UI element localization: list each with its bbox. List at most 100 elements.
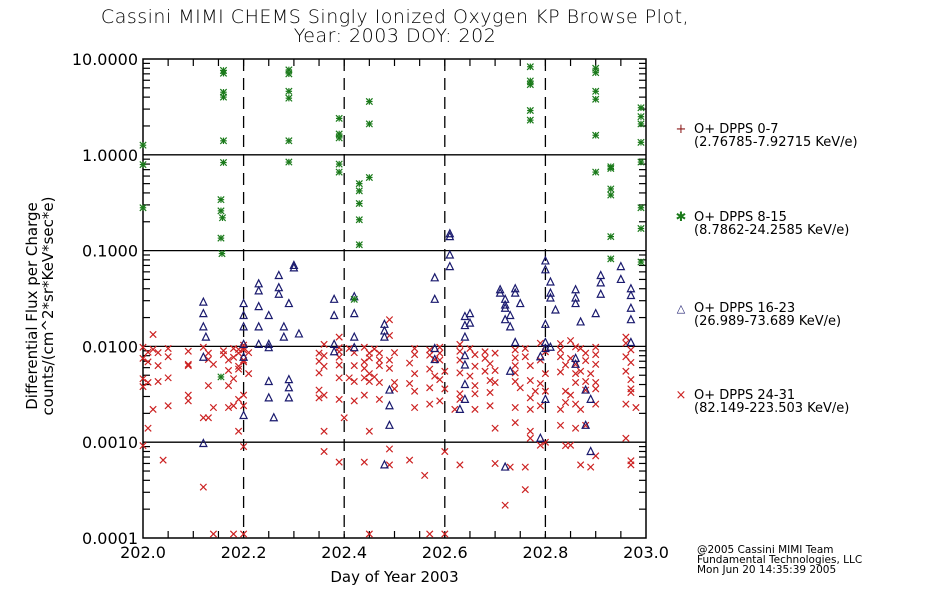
data-point [521,463,529,471]
data-point [441,367,449,375]
data-point [345,374,353,382]
data-point [626,314,636,324]
data-point [586,394,596,403]
data-point [360,391,368,399]
data-point [405,456,414,464]
data-point [626,290,636,300]
data-point [335,134,343,142]
data-point [139,141,147,149]
data-point [592,69,600,77]
data-point [627,375,635,384]
data-point [329,293,339,303]
data-point [139,354,147,362]
data-point [495,284,505,294]
data-point [385,445,394,453]
data-point [204,414,213,422]
data-point [410,351,419,359]
data-point [511,419,519,427]
data-point [239,402,248,410]
data-point [198,438,208,448]
data-point [571,343,580,351]
data-point [204,349,213,357]
data-point [217,373,225,381]
data-point [531,387,539,395]
legend-series-name: O+ DPPS 0-7 [694,122,779,137]
data-point [365,97,373,106]
data-point [217,234,225,242]
data-point [284,374,294,384]
x-tick-label: 203.0 [623,543,669,562]
data-point [199,483,207,491]
data-point [540,255,550,265]
data-point [217,207,225,215]
data-point [622,333,630,341]
data-point [350,361,358,370]
credits-copyright: @2005 Cassini MIMI Team [697,544,834,556]
data-point [320,362,328,370]
data-point [622,367,630,375]
data-point [164,374,172,382]
data-point [540,264,550,274]
data-point [465,317,475,327]
data-point [365,530,373,538]
data-point [541,387,550,395]
data-point [626,302,636,312]
data-point [571,424,580,432]
data-point [335,458,343,466]
data-point [139,160,147,169]
data-point [164,353,172,361]
x-tick-label: 202.0 [120,543,166,562]
data-point [576,461,585,469]
data-point [349,342,359,352]
plot-frame [142,58,647,539]
data-point [637,258,645,266]
data-point [385,364,394,372]
data-point [360,343,368,351]
data-point [274,270,284,280]
data-point [375,395,384,403]
triangle-marker-icon: △ [676,302,686,315]
data-point [320,391,328,399]
data-point [471,381,479,390]
y-tick-label: 0.0010 [82,433,138,452]
data-point [198,351,208,361]
data-point [491,459,499,468]
data-point [229,402,238,410]
data-point [582,377,590,386]
data-point [561,361,570,369]
data-point [471,405,479,414]
data-point [445,249,455,259]
legend-series-name: O+ DPPS 8-15 [694,210,787,225]
x-tick-label: 202.6 [422,543,468,562]
data-point [264,342,274,352]
data-point [592,378,600,387]
data-point [511,377,519,386]
data-point [637,138,645,146]
data-point [587,369,595,378]
data-point [184,391,192,399]
data-point [511,354,519,362]
chart-subtitle: Year: 2003 DOY: 202 [293,25,497,47]
data-point [616,261,626,271]
data-point [289,260,299,270]
data-point [511,403,519,412]
data-point [571,378,580,387]
data-point [365,120,373,128]
data-point [410,344,419,353]
data-point [284,392,294,402]
data-point [511,369,519,377]
data-point [384,384,394,394]
data-point [591,308,601,318]
x-tick-label: 202.8 [522,543,568,562]
data-point [556,339,565,348]
data-point [239,321,249,331]
data-point [405,359,414,367]
y-tick-label: 10.0000 [72,50,138,69]
data-point [571,358,581,368]
data-point [486,402,494,410]
data-point [505,310,515,320]
data-point [526,116,534,124]
data-point [627,346,635,354]
data-point [491,378,499,387]
